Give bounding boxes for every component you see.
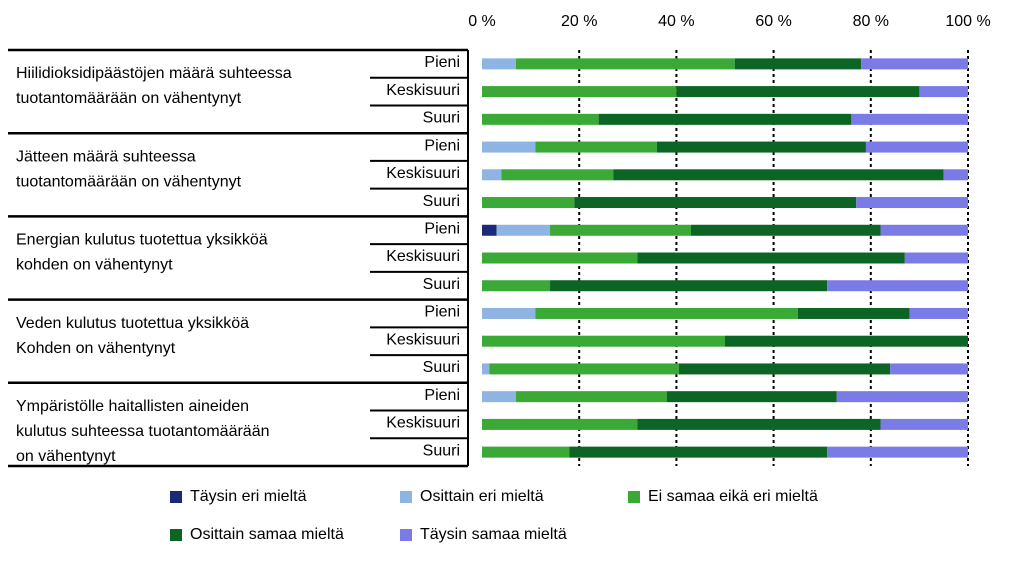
bar-segment: [516, 58, 735, 70]
category-label: Suuri: [423, 359, 460, 376]
bar-segment: [836, 391, 968, 403]
bar-segment: [851, 113, 968, 125]
bar-segment: [637, 252, 905, 264]
category-label: Suuri: [423, 193, 460, 210]
group-label: Ympäristölle haitallisten aineiden: [16, 398, 249, 415]
bar-segment: [482, 141, 536, 153]
bar-segment: [637, 418, 881, 430]
category-label: Suuri: [423, 110, 460, 127]
bar-segment: [482, 197, 575, 209]
x-tick-label: 100 %: [945, 13, 990, 30]
bar-segment: [666, 391, 837, 403]
bar-segment: [489, 363, 679, 375]
legend-swatch: [628, 491, 640, 503]
bar-segment: [569, 446, 828, 458]
legend-label: Osittain eri mieltä: [420, 488, 544, 505]
bar-segment: [909, 307, 968, 319]
bar-segment: [690, 224, 881, 236]
bar-segment: [535, 141, 657, 153]
bar-segment: [865, 141, 968, 153]
bar-segment: [482, 58, 517, 70]
bar-segment: [827, 446, 968, 458]
category-label: Pieni: [424, 220, 460, 237]
group-label: kulutus suhteessa tuotantomäärään: [16, 423, 270, 440]
group-label: tuotantomäärään on vähentynyt: [16, 173, 242, 190]
bar-segment: [482, 446, 570, 458]
bar-segment: [535, 307, 798, 319]
legend-swatch: [170, 529, 182, 541]
legend-label: Täysin samaa mieltä: [420, 526, 567, 543]
legend-label: Ei samaa eikä eri mieltä: [648, 488, 818, 505]
bar-segment: [919, 86, 968, 98]
category-label: Suuri: [423, 276, 460, 293]
bar-segment: [880, 418, 968, 430]
bar-segment: [676, 86, 920, 98]
group-label: Kohden on vähentynyt: [16, 340, 176, 357]
x-tick-label: 0 %: [468, 13, 496, 30]
x-tick-label: 40 %: [658, 13, 694, 30]
bar-segment: [482, 418, 638, 430]
category-label: Pieni: [424, 54, 460, 71]
bar-segment: [943, 169, 968, 181]
legend-label: Täysin eri mieltä: [190, 488, 307, 505]
group-label: tuotantomäärään on vähentynyt: [16, 90, 242, 107]
bar-segment: [496, 224, 551, 236]
bar-segment: [574, 197, 857, 209]
bar-segment: [827, 280, 968, 292]
bar-segment: [725, 335, 968, 347]
bar-segment: [482, 363, 490, 375]
bar-segment: [890, 363, 968, 375]
group-label: Energian kulutus tuotettua yksikköä: [16, 232, 268, 249]
legend-swatch: [400, 491, 412, 503]
group-label: on vähentynyt: [16, 448, 116, 465]
bar-segment: [656, 141, 866, 153]
bar-segment: [482, 252, 638, 264]
group-label: Jätteen määrä suhteessa: [16, 148, 196, 165]
bar-segment: [482, 224, 497, 236]
bar-segment: [678, 363, 891, 375]
x-tick-label: 20 %: [561, 13, 597, 30]
bar-segment: [734, 58, 862, 70]
bar-segment: [482, 280, 551, 292]
category-label: Suuri: [423, 442, 460, 459]
legend-swatch: [170, 491, 182, 503]
group-label: kohden on vähentynyt: [16, 257, 173, 274]
x-tick-label: 80 %: [853, 13, 889, 30]
bar-segment: [550, 224, 691, 236]
category-label: Keskisuuri: [386, 331, 460, 348]
category-label: Keskisuuri: [386, 415, 460, 432]
bar-segment: [482, 391, 517, 403]
category-label: Pieni: [424, 304, 460, 321]
bar-segment: [613, 169, 944, 181]
category-label: Keskisuuri: [386, 248, 460, 265]
group-label: Veden kulutus tuotettua yksikköä: [16, 315, 249, 332]
legend-label: Osittain samaa mieltä: [190, 526, 344, 543]
category-label: Keskisuuri: [386, 82, 460, 99]
category-label: Keskisuuri: [386, 165, 460, 182]
legend-swatch: [400, 529, 412, 541]
bar-segment: [482, 307, 536, 319]
bar-segment: [516, 391, 667, 403]
bar-segment: [880, 224, 968, 236]
category-label: Pieni: [424, 137, 460, 154]
bar-segment: [797, 307, 910, 319]
bar-segment: [550, 280, 828, 292]
bar-segment: [501, 169, 614, 181]
bar-segment: [482, 335, 725, 347]
bar-segment: [482, 86, 677, 98]
bar-segment: [482, 169, 502, 181]
bar-segment: [861, 58, 968, 70]
bar-segment: [904, 252, 968, 264]
group-label: Hiilidioksidipäästöjen määrä suhteessa: [16, 65, 292, 82]
x-tick-label: 60 %: [755, 13, 791, 30]
bar-segment: [856, 197, 968, 209]
bar-segment: [482, 113, 599, 125]
category-label: Pieni: [424, 387, 460, 404]
bar-segment: [598, 113, 852, 125]
